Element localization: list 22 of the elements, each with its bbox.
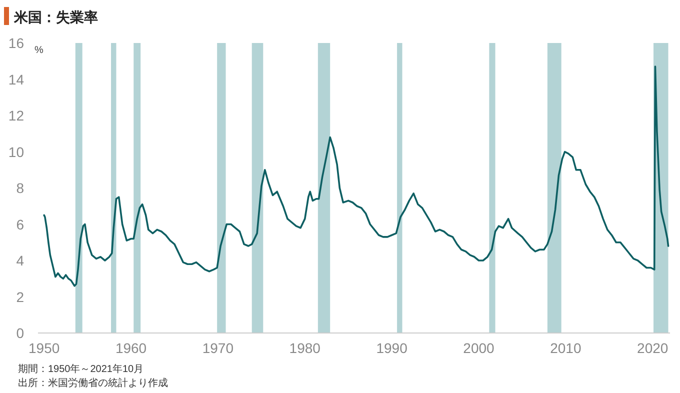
y-tick-label: 12 xyxy=(8,108,24,124)
x-tick-label: 1970 xyxy=(202,340,234,356)
y-tick-label: 8 xyxy=(16,180,24,196)
x-tick-label: 2000 xyxy=(463,340,495,356)
y-axis-title: % xyxy=(34,45,44,56)
text: 出所：米国労働省の統計より作成 xyxy=(18,377,168,389)
y-tick-label: 6 xyxy=(16,216,24,232)
x-tick-label: 1960 xyxy=(115,340,147,356)
y-tick-label: 0 xyxy=(16,325,24,341)
x-tick-label: 2020 xyxy=(637,340,668,356)
y-tick-label: 16 xyxy=(8,35,24,51)
x-tick-label: 1990 xyxy=(376,340,408,356)
x-tick-label: 2010 xyxy=(550,340,582,356)
x-tick-label: 1950 xyxy=(28,340,60,356)
line-series xyxy=(43,66,670,287)
y-tick-label: 14 xyxy=(8,71,24,88)
x-tick-label: 1980 xyxy=(289,340,321,356)
y-tick-label: 2 xyxy=(16,288,24,305)
chart-title: 米国：失業率 xyxy=(13,9,98,25)
y-tick-label: 4 xyxy=(16,252,24,268)
y-tick-label: 10 xyxy=(8,144,24,160)
text: 期間：1950年～2021年10月 xyxy=(18,363,144,375)
